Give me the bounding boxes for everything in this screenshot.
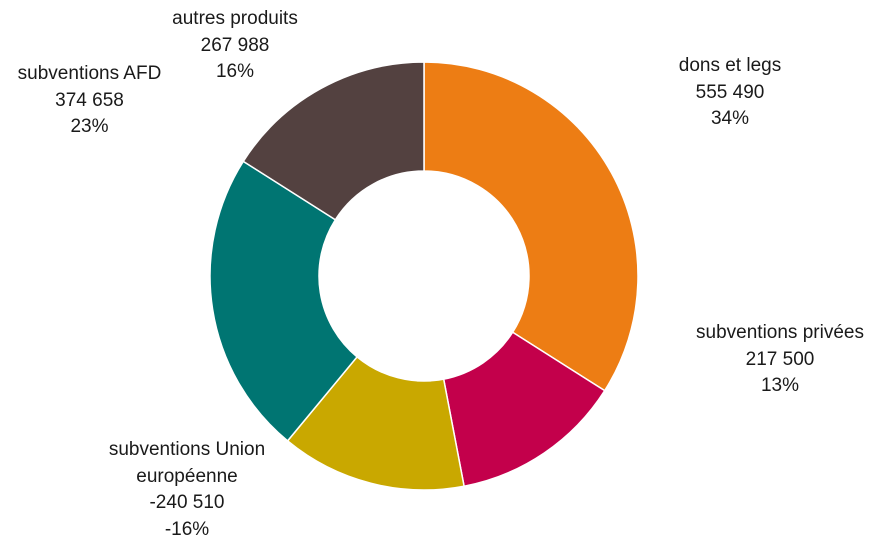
- label-autres-produits: autres produits 267 988 16%: [145, 6, 325, 86]
- label-subventions-afd: subventions AFD 374 658 23%: [2, 61, 177, 141]
- donut-slice-subventions-afd: [209, 160, 359, 442]
- label-name-line-2: européenne: [136, 465, 238, 487]
- label-value: -240 510: [149, 492, 225, 513]
- label-percent: 23%: [70, 116, 109, 137]
- label-value: 267 988: [200, 34, 270, 56]
- label-percent: 13%: [760, 375, 800, 396]
- label-value: 217 500: [745, 348, 815, 370]
- donut-slice-autres-produits: [242, 61, 425, 221]
- label-dons-et-legs: dons et legs 555 490 34%: [640, 53, 820, 133]
- donut-slices: [209, 61, 639, 491]
- label-percent: 34%: [710, 108, 750, 129]
- label-name: subventions AFD: [17, 63, 162, 84]
- label-percent: -16%: [164, 518, 210, 540]
- label-value: 374 658: [55, 89, 124, 111]
- label-name: subventions privées: [696, 322, 864, 343]
- label-value: 555 490: [695, 81, 765, 103]
- label-percent: 16%: [215, 61, 255, 82]
- label-subventions-privees: subventions privées 217 500 13%: [672, 320, 883, 400]
- label-name-line-1: subventions Union: [108, 439, 266, 460]
- donut-slice-subventions-union-europ-enne: [286, 355, 465, 491]
- label-subventions-union-europeenne: subventions Union européenne -240 510 -1…: [84, 437, 290, 543]
- donut-slice-dons-et-legs: [423, 61, 639, 392]
- label-name: autres produits: [172, 8, 298, 29]
- label-name: dons et legs: [678, 55, 782, 76]
